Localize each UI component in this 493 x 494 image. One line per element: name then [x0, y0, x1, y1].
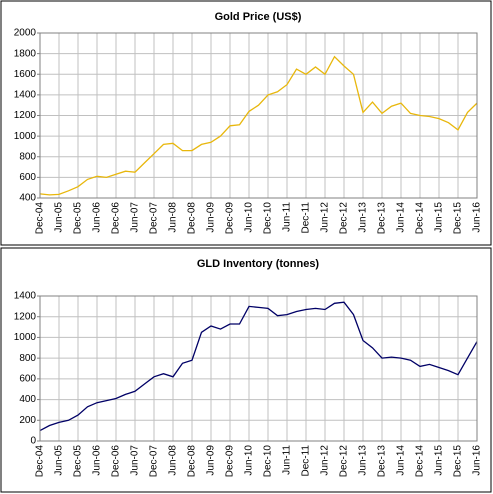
y-tick-label: 800 [19, 151, 36, 162]
x-tick-label: Jun-13 [358, 202, 369, 233]
plot-border [39, 32, 478, 199]
x-tick-label: Jun-15 [434, 202, 445, 233]
x-tick-label: Jun-07 [130, 445, 141, 476]
y-tick-label: 600 [19, 373, 36, 384]
x-tick-label: Dec-05 [73, 202, 84, 235]
plot-area [39, 295, 478, 442]
x-tick-label: Jun-16 [472, 445, 483, 476]
y-tick-label: 400 [19, 394, 36, 405]
y-tick-label: 1400 [14, 291, 37, 302]
x-tick-label: Dec-09 [225, 202, 236, 235]
data-line [39, 55, 478, 196]
x-tick-label: Jun-15 [434, 445, 445, 476]
x-tick-label: Dec-06 [111, 445, 122, 478]
x-tick-label: Jun-12 [320, 445, 331, 476]
x-tick-label: Dec-06 [111, 202, 122, 235]
x-tick-label: Jun-10 [244, 202, 255, 233]
x-tick-label: Dec-07 [149, 202, 160, 235]
y-tick-label: 2000 [14, 28, 37, 39]
plot-border [39, 295, 478, 442]
x-tick-label: Jun-09 [206, 202, 217, 233]
x-tick-label: Jun-12 [320, 202, 331, 233]
x-tick-label: Jun-06 [92, 202, 103, 233]
y-tick-label: 400 [19, 193, 36, 204]
x-tick-label: Jun-08 [168, 445, 179, 476]
x-tick-label: Jun-06 [92, 445, 103, 476]
x-tick-label: Dec-04 [35, 445, 46, 478]
x-tick-label: Dec-15 [453, 445, 464, 478]
y-tick-label: 1400 [14, 90, 37, 101]
data-line [39, 301, 478, 432]
x-tick-label: Dec-10 [263, 202, 274, 235]
x-tick-label: Dec-07 [149, 445, 160, 478]
x-tick-label: Dec-13 [377, 202, 388, 235]
x-tick-label: Dec-12 [339, 202, 350, 235]
x-tick-label: Jun-11 [282, 445, 293, 475]
x-tick-label: Jun-11 [282, 202, 293, 232]
x-tick-label: Jun-05 [54, 202, 65, 233]
x-tick-label: Dec-08 [187, 445, 198, 478]
x-tick-label: Jun-13 [358, 445, 369, 476]
x-tick-label: Dec-09 [225, 445, 236, 478]
y-tick-label: 200 [19, 415, 36, 426]
x-tick-label: Dec-08 [187, 202, 198, 235]
y-tick-label: 1200 [14, 311, 37, 322]
x-tick-label: Dec-14 [415, 445, 426, 478]
x-tick-label: Jun-07 [130, 202, 141, 233]
x-tick-label: Dec-12 [339, 445, 350, 478]
chart-title: GLD Inventory (tonnes) [197, 258, 320, 270]
y-tick-label: 800 [19, 353, 36, 364]
chart-title: Gold Price (US$) [215, 11, 302, 23]
x-tick-label: Jun-14 [396, 202, 407, 233]
y-tick-label: 1000 [14, 131, 37, 142]
x-tick-label: Jun-05 [54, 445, 65, 476]
x-tick-label: Dec-15 [453, 202, 464, 235]
x-tick-label: Jun-14 [396, 445, 407, 476]
x-tick-label: Dec-11 [301, 202, 312, 234]
y-tick-label: 1000 [14, 332, 37, 343]
x-tick-label: Dec-11 [301, 445, 312, 477]
x-tick-label: Dec-05 [73, 445, 84, 478]
y-tick-label: 1800 [14, 48, 37, 59]
y-tick-label: 1200 [14, 110, 37, 121]
y-tick-label: 1600 [14, 69, 37, 80]
x-tick-label: Jun-16 [472, 202, 483, 233]
x-tick-label: Dec-13 [377, 445, 388, 478]
y-tick-label: 0 [30, 436, 36, 447]
x-tick-label: Dec-14 [415, 202, 426, 235]
x-tick-label: Dec-04 [35, 202, 46, 235]
y-tick-label: 600 [19, 172, 36, 183]
x-tick-label: Jun-10 [244, 445, 255, 476]
x-tick-label: Jun-08 [168, 202, 179, 233]
x-tick-label: Dec-10 [263, 445, 274, 478]
x-tick-label: Jun-09 [206, 445, 217, 476]
